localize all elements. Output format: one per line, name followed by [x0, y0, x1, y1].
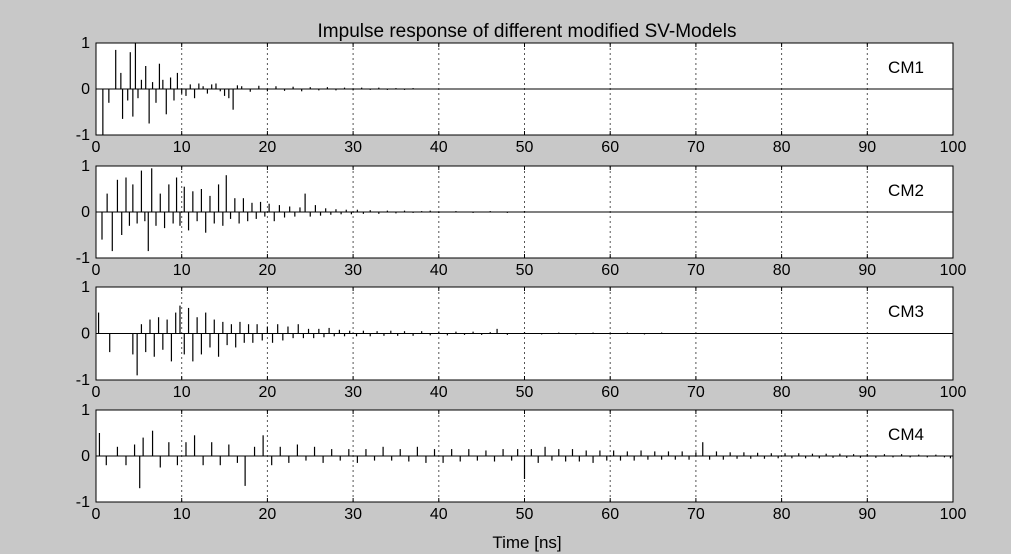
x-tick-label: 20	[259, 139, 277, 156]
x-tick-label: 100	[940, 384, 967, 401]
x-tick-label: 30	[344, 139, 362, 156]
y-tick-label: 0	[81, 326, 90, 343]
x-tick-label: 100	[940, 506, 967, 523]
x-tick-label: 0	[92, 262, 101, 279]
x-tick-label: 0	[92, 139, 101, 156]
chart-title: Impulse response of different modified S…	[318, 21, 737, 42]
y-tick-label: 1	[81, 35, 90, 52]
x-tick-label: 50	[516, 262, 534, 279]
x-axis-label: Time [ns]	[492, 533, 561, 552]
y-tick-label: 0	[81, 81, 90, 98]
x-tick-label: 100	[940, 139, 967, 156]
x-tick-label: 90	[858, 139, 876, 156]
x-tick-label: 70	[687, 506, 705, 523]
x-tick-label: 20	[259, 384, 277, 401]
x-tick-label: 40	[430, 384, 448, 401]
x-tick-label: 70	[687, 139, 705, 156]
x-tick-label: 50	[516, 506, 534, 523]
panel-label: CM4	[888, 425, 924, 444]
y-tick-label: 0	[81, 448, 90, 465]
x-tick-label: 60	[601, 139, 619, 156]
y-tick-label: -1	[76, 127, 90, 144]
y-tick-label: 1	[81, 158, 90, 175]
x-tick-label: 60	[601, 384, 619, 401]
x-tick-label: 10	[173, 139, 191, 156]
panel-label: CM2	[888, 181, 924, 200]
x-tick-label: 80	[773, 262, 791, 279]
x-tick-label: 90	[858, 262, 876, 279]
y-tick-label: -1	[76, 250, 90, 267]
x-tick-label: 30	[344, 506, 362, 523]
x-tick-label: 20	[259, 262, 277, 279]
y-tick-label: -1	[76, 494, 90, 511]
x-tick-label: 30	[344, 262, 362, 279]
x-tick-label: 60	[601, 506, 619, 523]
x-tick-label: 30	[344, 384, 362, 401]
y-tick-label: -1	[76, 372, 90, 389]
panel-label: CM3	[888, 302, 924, 321]
x-tick-label: 40	[430, 139, 448, 156]
x-tick-label: 0	[92, 506, 101, 523]
x-tick-label: 70	[687, 262, 705, 279]
y-tick-label: 1	[81, 402, 90, 419]
x-tick-label: 20	[259, 506, 277, 523]
x-tick-label: 50	[516, 139, 534, 156]
x-tick-label: 0	[92, 384, 101, 401]
x-tick-label: 60	[601, 262, 619, 279]
x-tick-label: 10	[173, 384, 191, 401]
x-tick-label: 10	[173, 506, 191, 523]
x-tick-label: 10	[173, 262, 191, 279]
y-tick-label: 0	[81, 204, 90, 221]
x-tick-label: 40	[430, 262, 448, 279]
x-tick-label: 100	[940, 262, 967, 279]
x-tick-label: 70	[687, 384, 705, 401]
x-tick-label: 50	[516, 384, 534, 401]
panel-label: CM1	[888, 58, 924, 77]
y-tick-label: 1	[81, 279, 90, 296]
x-tick-label: 90	[858, 506, 876, 523]
x-tick-label: 80	[773, 139, 791, 156]
x-tick-label: 80	[773, 506, 791, 523]
x-tick-label: 90	[858, 384, 876, 401]
x-tick-label: 80	[773, 384, 791, 401]
x-tick-label: 40	[430, 506, 448, 523]
